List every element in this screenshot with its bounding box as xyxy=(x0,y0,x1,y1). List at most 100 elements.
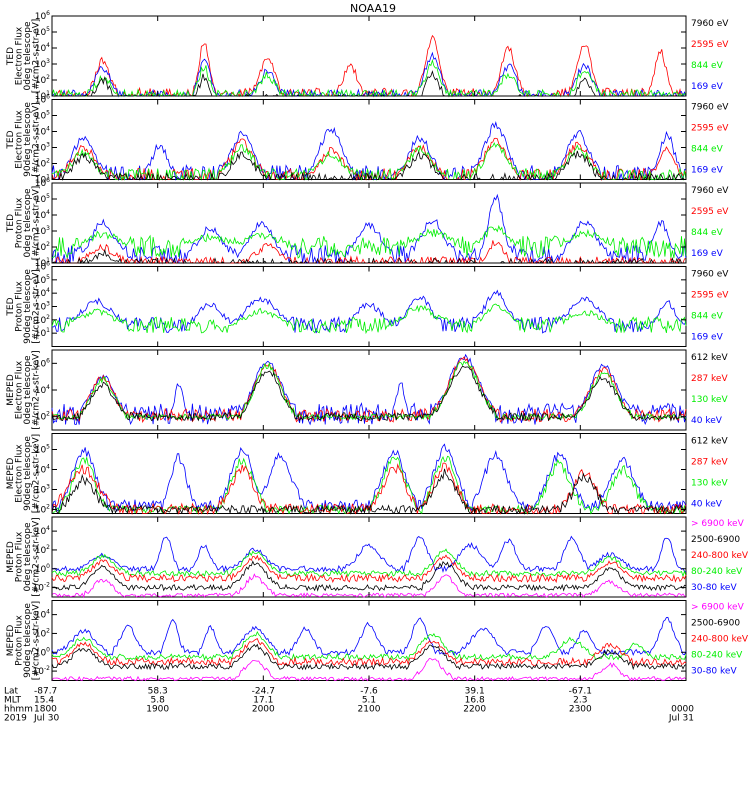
x-row-label: 2019 xyxy=(4,714,27,724)
x-tick-hhmm: 1900 xyxy=(146,705,169,715)
y-tick-label: 106 xyxy=(35,10,50,22)
y-axis-label: [#/cm2-s-str-eV] xyxy=(32,19,42,94)
y-tick-label: 105 xyxy=(35,26,50,38)
legend-entry: > 6900 keV xyxy=(691,603,745,613)
y-tick-label: 102 xyxy=(35,544,50,556)
y-tick-label: 105 xyxy=(35,110,50,122)
y-tick-label: 106 xyxy=(35,94,50,106)
y-axis-label: MEPED xyxy=(6,625,16,657)
x-tick-hhmm: 1800 xyxy=(34,705,57,715)
legend-entry: 169 eV xyxy=(691,82,724,92)
legend-entry: 30-80 keV xyxy=(691,583,737,593)
legend-entry: 287 keV xyxy=(691,458,728,468)
legend-entry: 844 eV xyxy=(691,228,724,238)
y-tick-label: 104 xyxy=(35,209,50,221)
series-black xyxy=(51,643,687,671)
y-tick-label: 101 xyxy=(35,174,50,186)
y-axis-label: TED xyxy=(6,47,16,66)
series-black xyxy=(51,560,687,592)
y-axis-label: Proton Flux xyxy=(15,281,25,332)
y-axis-label: [#/cm2-s-str-keV] xyxy=(32,517,42,596)
x-tick-lat: 39.1 xyxy=(465,687,485,697)
panel-frame xyxy=(51,15,687,97)
x-tick-hhmm: 2300 xyxy=(569,705,592,715)
series-blue xyxy=(51,443,687,513)
y-axis-label: 0deg telescope xyxy=(23,188,33,258)
y-axis-label: TED xyxy=(6,297,16,316)
series-green xyxy=(51,224,687,259)
legend-entry: 2595 eV xyxy=(691,40,729,50)
x-tick-lat: 58.3 xyxy=(148,687,168,697)
legend-entry: > 6900 keV xyxy=(691,519,745,529)
y-tick-label: 106 xyxy=(35,177,50,189)
series-blue xyxy=(51,193,687,265)
y-axis-label: [#/cm2-s-str-eV] xyxy=(32,102,42,177)
legend-entry: 130 keV xyxy=(691,395,728,405)
x-tick-lat: -87.7 xyxy=(34,687,57,697)
legend-entry: 240-800 keV xyxy=(691,635,749,645)
x-tick-lat: -24.7 xyxy=(252,687,275,697)
y-axis-label: Proton Flux xyxy=(15,531,25,582)
series-red xyxy=(51,638,687,667)
y-tick-label: 104 xyxy=(35,384,50,396)
y-tick-label: 10-2 xyxy=(33,665,51,677)
series-blue xyxy=(51,535,687,574)
series-green xyxy=(51,548,687,578)
legend-entry: 80-240 keV xyxy=(691,651,743,661)
legend-entry: 2595 eV xyxy=(691,207,729,217)
x-row-label: Lat xyxy=(4,687,19,697)
y-tick-label: 10-2 xyxy=(33,582,51,594)
x-tick-lat: -67.1 xyxy=(569,687,592,697)
x-tick-mlt: 16.8 xyxy=(465,696,485,706)
y-tick-label: 102 xyxy=(35,314,50,326)
legend-entry: 169 eV xyxy=(691,166,724,176)
legend-entry: 844 eV xyxy=(691,312,724,322)
legend-entry: 240-800 keV xyxy=(691,551,749,561)
y-axis-label: MEPED xyxy=(6,458,16,490)
y-tick-label: 105 xyxy=(35,193,50,205)
series-blue xyxy=(51,616,687,657)
x-tick-mlt: 5.1 xyxy=(362,696,376,706)
legend-entry: 7960 eV xyxy=(691,270,729,280)
y-tick-label: 101 xyxy=(35,327,50,339)
y-axis-label: Electron Flux xyxy=(15,26,25,85)
y-tick-label: 105 xyxy=(35,274,50,286)
legend-entry: 2500-6900 xyxy=(691,619,740,629)
x-tick-mlt: 15.4 xyxy=(34,696,54,706)
y-axis-label: MEPED xyxy=(6,374,16,406)
panel-frame xyxy=(51,516,687,598)
x-tick-mlt: 2.3 xyxy=(573,696,587,706)
legend-entry: 2595 eV xyxy=(691,291,729,301)
legend-entry: 7960 eV xyxy=(691,19,729,29)
y-axis-label: 90deg telescope xyxy=(23,603,33,678)
legend-entry: 169 eV xyxy=(691,249,724,259)
x-tick-hhmm: 0000 xyxy=(671,705,694,715)
y-tick-label: 100 xyxy=(35,646,50,658)
y-tick-label: 101 xyxy=(35,90,50,102)
legend-entry: 844 eV xyxy=(691,145,724,155)
y-axis-label: [#/cm2-s-str-keV] xyxy=(32,350,42,429)
panel-frame xyxy=(51,266,687,347)
series-green xyxy=(51,630,687,661)
legend-entry: 169 eV xyxy=(691,333,724,343)
y-axis-label: [#/cm2-s-str-keV] xyxy=(32,601,42,680)
legend-entry: 40 keV xyxy=(691,500,723,510)
y-axis-label: Proton Flux xyxy=(15,197,25,248)
y-axis-label: 0deg telescope xyxy=(23,522,33,592)
y-tick-label: 102 xyxy=(35,411,50,423)
x-tick-hhmm: 2000 xyxy=(252,705,275,715)
y-tick-label: 104 xyxy=(35,42,50,54)
y-tick-label: 103 xyxy=(35,225,50,237)
y-tick-label: 106 xyxy=(35,357,50,369)
series-green xyxy=(51,303,687,335)
y-tick-label: 102 xyxy=(35,627,50,639)
y-tick-label: 102 xyxy=(35,74,50,86)
x-tick-lat: -7.6 xyxy=(360,687,378,697)
y-tick-label: 102 xyxy=(35,158,50,170)
